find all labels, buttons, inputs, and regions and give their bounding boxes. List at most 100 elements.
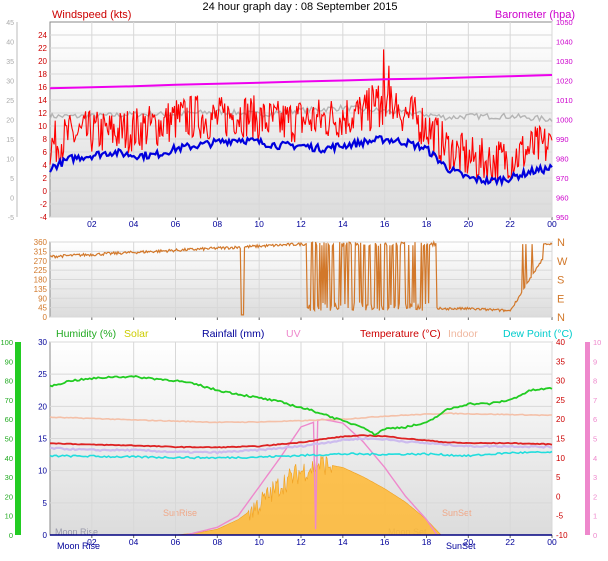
direction-tick-label: 315 (34, 247, 48, 256)
temperature-x-tick-label: 22 (505, 537, 515, 547)
humidity-tick-label: 30 (5, 473, 13, 482)
barometer-tick-label: 970 (556, 174, 569, 183)
direction-tick-label: 45 (38, 304, 47, 313)
wind-x-tick-label: 04 (129, 219, 139, 229)
outer-speed-tick-label: 10 (6, 157, 14, 164)
temperature-label: Temperature (°C) (360, 328, 441, 340)
humidity-label: Humidity (%) (56, 328, 116, 340)
windspeed-tick-label: 20 (38, 57, 47, 66)
barometer-label: Barometer (hpa) (495, 9, 575, 21)
outer-speed-tick-label: 30 (6, 79, 14, 86)
temperature-x-tick-label: 02 (87, 537, 97, 547)
uv-tick-label: 1 (593, 512, 597, 521)
dew-point-series-line (49, 450, 553, 460)
uv-tick-label: 4 (593, 454, 597, 463)
rainfall-tick-label: 0 (43, 531, 48, 540)
solar-label: Solar (124, 328, 149, 340)
sunset-label: SunSet (442, 508, 472, 518)
temperature-tick-label: -5 (556, 512, 564, 521)
rainfall-tick-label: 15 (38, 435, 47, 444)
humidity-tick-label: 0 (9, 531, 13, 540)
wind-x-tick-label: 16 (380, 219, 390, 229)
uv-tick-label: 7 (593, 396, 597, 405)
humidity-tick-label: 20 (5, 492, 13, 501)
humidity-tick-label: 60 (5, 415, 13, 424)
temperature-x-tick-label: 08 (213, 537, 223, 547)
humidity-axis-bar (15, 342, 21, 535)
temperature-x-tick-label: 00 (547, 537, 557, 547)
direction-tick-label: 0 (43, 313, 48, 322)
temperature-x-tick-label: 04 (129, 537, 139, 547)
direction-tick-label: 135 (34, 285, 48, 294)
uv-tick-label: 6 (593, 415, 597, 424)
feels-like-series-line (49, 436, 553, 455)
rainfall-tick-label: 5 (43, 499, 48, 508)
uv-tick-label: 0 (593, 531, 597, 540)
temperature-tick-label: 30 (556, 377, 565, 386)
rainfall-label: Rainfall (mm) (202, 328, 264, 340)
temperature-tick-label: -10 (556, 531, 568, 540)
outer-speed-tick-label: 15 (6, 137, 14, 144)
barometer-tick-label: 980 (556, 155, 569, 164)
temperature-tick-label: 10 (556, 454, 565, 463)
windspeed-tick-label: 16 (38, 83, 47, 92)
barometer-tick-label: 950 (556, 213, 569, 222)
outer-speed-tick-label: -5 (8, 215, 14, 222)
wind-gust-series-line (49, 49, 553, 181)
temperature-tick-label: 40 (556, 338, 565, 347)
barometer-tick-label: 1050 (556, 18, 573, 27)
wind-average-series-line (49, 135, 553, 188)
windspeed-tick-label: 24 (38, 31, 47, 40)
sunset-axis-label: SunSet (446, 541, 476, 551)
dew-point-label: Dew Point (°C) (503, 328, 573, 340)
wind-x-tick-label: 10 (254, 219, 264, 229)
direction-tick-label: 270 (34, 257, 48, 266)
uv-tick-label: 10 (593, 338, 601, 347)
windspeed-tick-label: 8 (43, 135, 48, 144)
windspeed-tick-label: 22 (38, 44, 47, 53)
temperature-x-tick-label: 12 (296, 537, 306, 547)
uv-series-line (185, 418, 438, 536)
wind-x-tick-label: 22 (505, 219, 515, 229)
wind-x-tick-label: 18 (422, 219, 432, 229)
direction-tick-label: 225 (34, 266, 48, 275)
humidity-tick-label: 50 (5, 435, 13, 444)
wind-x-tick-label: 20 (464, 219, 474, 229)
windspeed-tick-label: 10 (38, 122, 47, 131)
windspeed-label: Windspeed (kts) (52, 9, 131, 21)
humidity-tick-label: 70 (5, 396, 13, 405)
temperature-x-tick-label: 20 (464, 537, 474, 547)
compass-tick-label: W (557, 256, 568, 268)
barometer-tick-label: 960 (556, 194, 569, 203)
outer-speed-tick-label: 35 (6, 59, 14, 66)
windspeed-tick-label: 12 (38, 109, 47, 118)
wind-x-tick-label: 12 (296, 219, 306, 229)
windspeed-tick-label: 6 (43, 148, 48, 157)
temperature-tick-label: 25 (556, 396, 565, 405)
windspeed-tick-label: 0 (43, 187, 48, 196)
outer-speed-tick-label: 25 (6, 98, 14, 105)
windspeed-tick-label: 18 (38, 70, 47, 79)
temperature-tick-label: 0 (556, 492, 561, 501)
barometer-tick-label: 1040 (556, 38, 573, 47)
compass-tick-label: N (557, 312, 565, 324)
temperature-x-tick-label: 14 (338, 537, 348, 547)
temperature-tick-label: 35 (556, 357, 565, 366)
humidity-tick-label: 90 (5, 357, 13, 366)
humidity-tick-label: 40 (5, 454, 13, 463)
outer-speed-tick-label: 20 (6, 118, 14, 125)
outer-speed-tick-label: 40 (6, 40, 14, 47)
outer-speed-tick-label: 45 (6, 20, 14, 27)
uv-tick-label: 3 (593, 473, 597, 482)
indoor-series-line (49, 412, 552, 424)
temperature-tick-label: 5 (556, 473, 561, 482)
rainfall-tick-label: 20 (38, 402, 47, 411)
windspeed-tick-label: -4 (40, 213, 48, 222)
wind-x-tick-label: 00 (547, 219, 557, 229)
rainfall-tick-label: 30 (38, 338, 47, 347)
moon-rise-axis-label: Moon Rise (57, 541, 100, 551)
direction-tick-label: 180 (34, 276, 48, 285)
windspeed-tick-label: 4 (43, 161, 48, 170)
